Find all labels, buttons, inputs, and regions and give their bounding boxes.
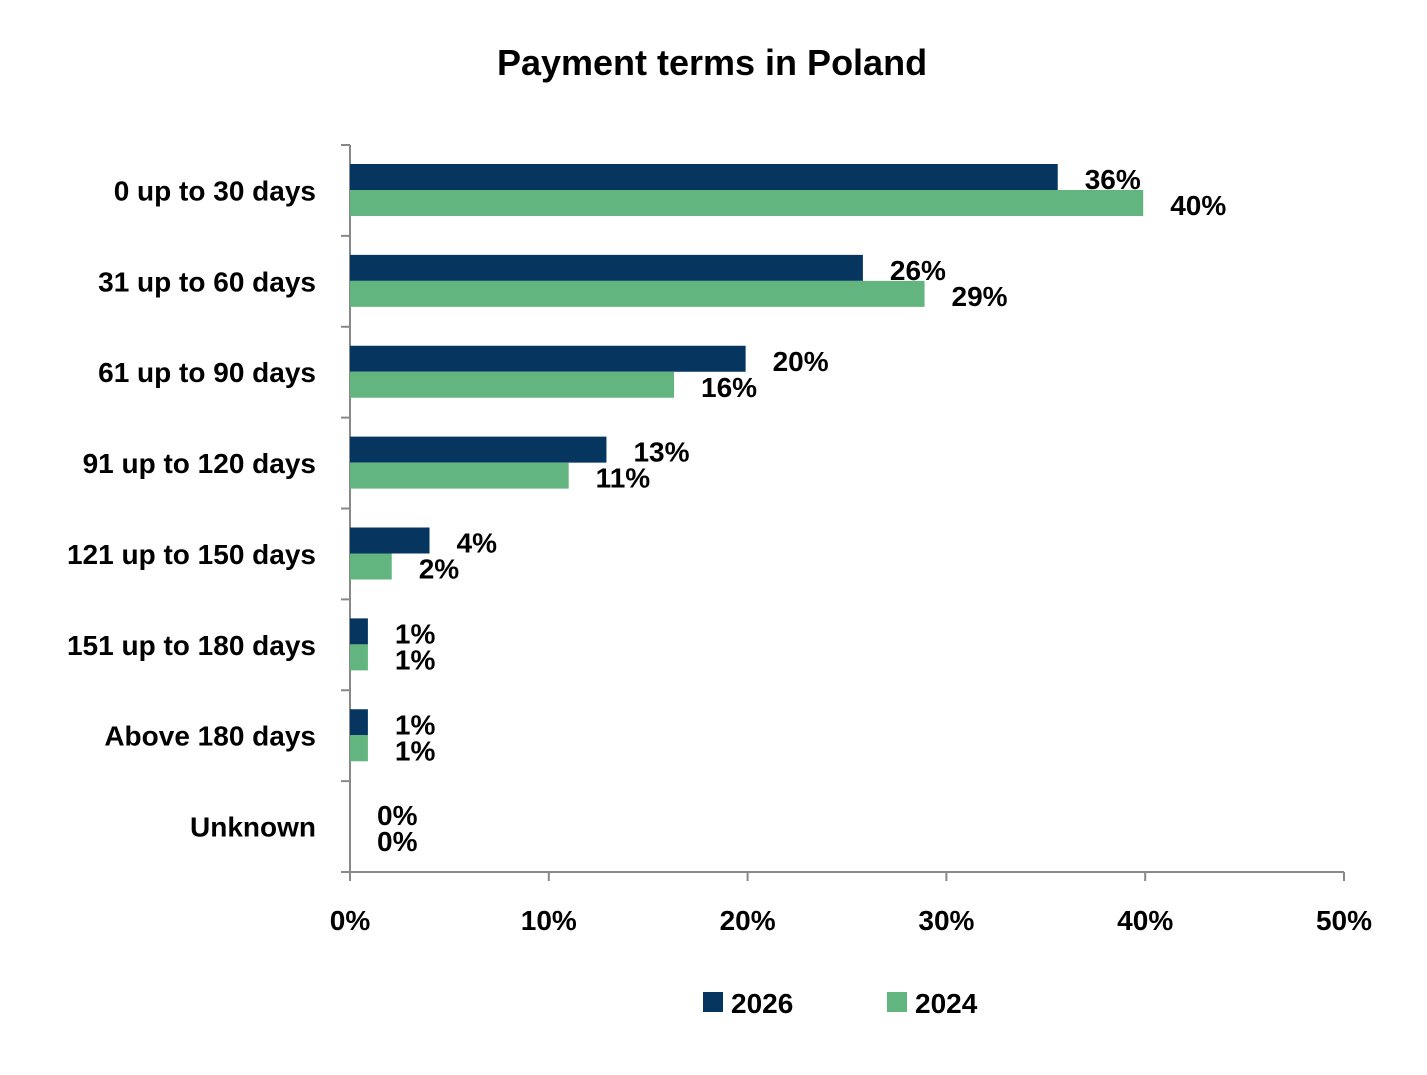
- bar-2024: [350, 735, 368, 762]
- legend-swatch-2026: [703, 992, 723, 1012]
- category-label: 151 up to 180 days: [67, 630, 316, 661]
- data-label-2024: 2%: [419, 554, 460, 585]
- bar-2026: [350, 709, 368, 736]
- bar-2024: [350, 553, 392, 580]
- data-label-2024: 16%: [701, 372, 757, 403]
- data-label-2024: 29%: [952, 281, 1008, 312]
- legend: 2026 2024: [703, 988, 978, 1019]
- data-label-2026: 26%: [890, 255, 946, 286]
- category-label: Above 180 days: [104, 721, 316, 752]
- bar-2024: [350, 371, 675, 398]
- chart-title: Payment terms in Poland: [497, 42, 927, 83]
- bar-2026: [350, 527, 430, 554]
- bar-2026: [350, 436, 607, 463]
- category-label: 61 up to 90 days: [98, 357, 316, 388]
- data-label-2026: 0%: [377, 800, 418, 831]
- data-label-2026: 1%: [395, 618, 436, 649]
- bar-2026: [350, 254, 863, 281]
- x-tick-label: 40%: [1117, 905, 1173, 936]
- bar-2026: [350, 164, 1058, 190]
- bar-2024: [350, 462, 569, 489]
- data-label-2024: 1%: [395, 644, 436, 675]
- x-tick-label: 0%: [330, 905, 371, 936]
- data-label-2026: 13%: [633, 437, 689, 468]
- bar-2024: [350, 644, 368, 671]
- bar-2026: [350, 618, 368, 645]
- bar-2024: [350, 190, 1144, 216]
- legend-label-2024: 2024: [915, 988, 978, 1019]
- bar-2026: [350, 345, 746, 372]
- bar-2024: [350, 280, 925, 307]
- legend-label-2026: 2026: [731, 988, 793, 1019]
- category-label: 31 up to 60 days: [98, 266, 316, 297]
- data-label-2026: 4%: [457, 528, 498, 559]
- data-label-2026: 20%: [773, 346, 829, 377]
- data-label-2026: 1%: [395, 709, 436, 740]
- x-tick-label: 20%: [720, 905, 776, 936]
- axes: 0% 10% 20% 30% 40% 50% 0 up to 30 days 31 up to…: [67, 144, 1372, 936]
- data-label-2024: 40%: [1170, 190, 1226, 221]
- x-tick-label: 30%: [918, 905, 974, 936]
- category-label: 0 up to 30 days: [114, 175, 316, 206]
- category-label: 121 up to 150 days: [67, 539, 316, 570]
- legend-swatch-2024: [887, 992, 907, 1012]
- data-label-2024: 11%: [596, 463, 651, 494]
- data-label-2026: 36%: [1085, 164, 1141, 195]
- data-label-2024: 1%: [395, 735, 436, 766]
- data-label-2024: 0%: [377, 826, 418, 857]
- bars: 36%40%26%29%20%16%13%11%4%2%1%1%1%1%0%0%: [350, 164, 1226, 857]
- x-tick-label: 10%: [521, 905, 577, 936]
- x-tick-label: 50%: [1316, 905, 1372, 936]
- category-label: Unknown: [190, 812, 316, 843]
- category-label: 91 up to 120 days: [83, 448, 316, 479]
